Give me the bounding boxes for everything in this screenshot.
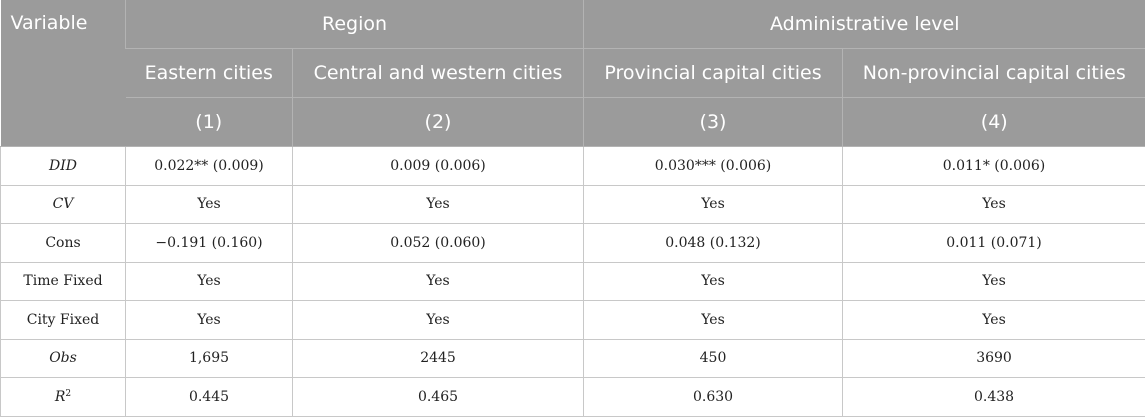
table-cell: 0.011 (0.071) [843,224,1145,263]
table-cell: 450 [584,339,843,378]
table-cell: Yes [126,185,293,224]
table-row: Obs 1,695 2445 450 3690 [1,339,1145,378]
row-label-cons: Cons [1,224,126,263]
table-cell: 0.438 [843,378,1145,417]
table-cell: 3690 [843,339,1145,378]
table-cell: Yes [126,262,293,301]
table-cell: Yes [843,185,1145,224]
r-superscript: 2 [65,389,71,399]
header-col-3: Provincial capital cities [584,49,843,98]
table-row: R2 0.445 0.465 0.630 0.438 [1,378,1145,417]
table-cell: Yes [293,301,584,340]
table-cell: 0.011* (0.006) [843,147,1145,186]
table-cell: Yes [293,262,584,301]
header-variable: Variable [1,0,126,147]
table-cell: 0.052 (0.060) [293,224,584,263]
row-label-city-fixed: City Fixed [1,301,126,340]
table-row: City Fixed Yes Yes Yes Yes [1,301,1145,340]
table-cell: 0.465 [293,378,584,417]
header-col-4: Non-provincial capital cities [843,49,1145,98]
row-label-r-squared: R2 [1,378,126,417]
table-cell: Yes [584,301,843,340]
table-cell: 0.030*** (0.006) [584,147,843,186]
row-label-did: DID [1,147,126,186]
table-row: DID 0.022** (0.009) 0.009 (0.006) 0.030*… [1,147,1145,186]
header-num-1: (1) [126,98,293,147]
header-group-administrative-level: Administrative level [584,0,1145,49]
table-cell: Yes [584,262,843,301]
header-group-region: Region [126,0,584,49]
table-cell: −0.191 (0.160) [126,224,293,263]
table-row: Cons −0.191 (0.160) 0.052 (0.060) 0.048 … [1,224,1145,263]
row-label-time-fixed: Time Fixed [1,262,126,301]
table-row: CV Yes Yes Yes Yes [1,185,1145,224]
table-cell: Yes [584,185,843,224]
table-cell: 0.009 (0.006) [293,147,584,186]
header-col-2: Central and western cities [293,49,584,98]
row-label-obs: Obs [1,339,126,378]
table-cell: 2445 [293,339,584,378]
table-cell: 1,695 [126,339,293,378]
table-cell: Yes [843,301,1145,340]
table-cell: Yes [843,262,1145,301]
header-col-1: Eastern cities [126,49,293,98]
table-cell: 0.048 (0.132) [584,224,843,263]
table-cell: 0.022** (0.009) [126,147,293,186]
table-cell: 0.445 [126,378,293,417]
table-row: Time Fixed Yes Yes Yes Yes [1,262,1145,301]
header-num-2: (2) [293,98,584,147]
r-symbol: R [55,389,66,405]
row-label-cv: CV [1,185,126,224]
table-cell: 0.630 [584,378,843,417]
header-num-3: (3) [584,98,843,147]
header-num-4: (4) [843,98,1145,147]
table-cell: Yes [126,301,293,340]
table-cell: Yes [293,185,584,224]
